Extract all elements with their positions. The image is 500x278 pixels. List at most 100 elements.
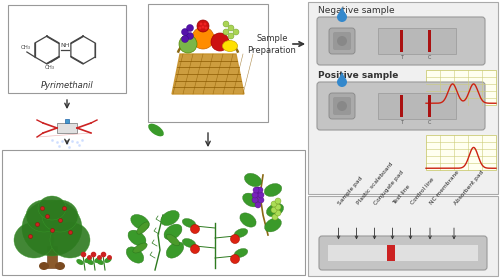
FancyBboxPatch shape bbox=[333, 32, 351, 50]
FancyBboxPatch shape bbox=[317, 17, 485, 65]
Text: Sample pad: Sample pad bbox=[338, 175, 364, 206]
Ellipse shape bbox=[266, 203, 283, 217]
Circle shape bbox=[204, 26, 208, 29]
Ellipse shape bbox=[240, 213, 256, 227]
Ellipse shape bbox=[242, 193, 260, 207]
Circle shape bbox=[230, 254, 239, 264]
Circle shape bbox=[223, 21, 229, 27]
Ellipse shape bbox=[264, 218, 281, 232]
Bar bbox=[148, 4, 268, 122]
Ellipse shape bbox=[182, 219, 196, 227]
Ellipse shape bbox=[337, 36, 347, 46]
Bar bbox=[8, 5, 126, 93]
Ellipse shape bbox=[131, 214, 149, 230]
Text: Pyrimethanil: Pyrimethanil bbox=[40, 81, 94, 90]
Text: CH₃: CH₃ bbox=[21, 45, 31, 50]
Polygon shape bbox=[338, 72, 346, 80]
Text: T: T bbox=[400, 55, 403, 60]
Ellipse shape bbox=[133, 243, 147, 253]
Bar bbox=[308, 196, 498, 276]
Circle shape bbox=[186, 33, 194, 39]
FancyBboxPatch shape bbox=[329, 93, 355, 119]
Circle shape bbox=[258, 192, 264, 198]
FancyBboxPatch shape bbox=[333, 97, 351, 115]
Text: C: C bbox=[428, 55, 431, 60]
Ellipse shape bbox=[26, 200, 62, 232]
Bar bbox=[426, 70, 496, 105]
Circle shape bbox=[204, 23, 206, 26]
Bar bbox=[328, 245, 478, 261]
Circle shape bbox=[198, 26, 202, 29]
Ellipse shape bbox=[39, 262, 49, 270]
Circle shape bbox=[186, 24, 194, 31]
Text: Plastic scaleboard: Plastic scaleboard bbox=[356, 162, 394, 206]
Text: Preparation: Preparation bbox=[248, 46, 296, 54]
Ellipse shape bbox=[76, 259, 84, 265]
Text: Negative sample: Negative sample bbox=[318, 6, 394, 14]
Ellipse shape bbox=[234, 229, 248, 237]
Ellipse shape bbox=[264, 183, 281, 197]
Circle shape bbox=[202, 26, 204, 29]
Circle shape bbox=[275, 198, 281, 204]
Ellipse shape bbox=[126, 247, 144, 263]
Circle shape bbox=[337, 77, 347, 87]
Ellipse shape bbox=[104, 257, 112, 263]
FancyBboxPatch shape bbox=[319, 236, 487, 270]
Circle shape bbox=[211, 33, 229, 51]
Ellipse shape bbox=[128, 230, 146, 246]
Circle shape bbox=[258, 197, 264, 203]
Ellipse shape bbox=[234, 249, 248, 257]
Circle shape bbox=[233, 29, 239, 35]
Ellipse shape bbox=[22, 200, 82, 256]
Circle shape bbox=[337, 12, 347, 22]
Bar bbox=[428, 95, 431, 117]
Text: Positive sample: Positive sample bbox=[318, 71, 398, 80]
Text: NH: NH bbox=[60, 43, 70, 48]
Text: Control line: Control line bbox=[410, 177, 435, 206]
Circle shape bbox=[200, 23, 202, 26]
Bar bbox=[378, 93, 456, 119]
Ellipse shape bbox=[38, 196, 66, 220]
Circle shape bbox=[182, 29, 188, 36]
Ellipse shape bbox=[222, 41, 238, 51]
Ellipse shape bbox=[166, 234, 179, 246]
Bar bbox=[426, 135, 496, 170]
Bar bbox=[400, 95, 403, 117]
Bar bbox=[400, 30, 403, 52]
Circle shape bbox=[252, 192, 258, 198]
Bar bbox=[308, 2, 498, 194]
Circle shape bbox=[197, 20, 209, 32]
Ellipse shape bbox=[84, 257, 91, 263]
Circle shape bbox=[255, 192, 261, 198]
Polygon shape bbox=[172, 54, 244, 94]
Bar bbox=[2, 150, 305, 275]
Ellipse shape bbox=[14, 222, 54, 258]
Text: Absorbent pad: Absorbent pad bbox=[453, 169, 484, 206]
Circle shape bbox=[192, 27, 214, 49]
Text: T: T bbox=[400, 120, 403, 125]
Ellipse shape bbox=[50, 222, 90, 258]
Circle shape bbox=[253, 187, 259, 193]
Polygon shape bbox=[338, 7, 346, 15]
Circle shape bbox=[271, 201, 277, 207]
Circle shape bbox=[271, 207, 277, 213]
Text: CH₃: CH₃ bbox=[45, 65, 55, 70]
FancyBboxPatch shape bbox=[317, 82, 485, 130]
Ellipse shape bbox=[166, 242, 184, 258]
Text: NC membrane: NC membrane bbox=[429, 170, 460, 206]
Ellipse shape bbox=[148, 124, 164, 136]
Circle shape bbox=[179, 35, 197, 53]
Circle shape bbox=[272, 214, 278, 220]
Ellipse shape bbox=[86, 259, 94, 265]
Circle shape bbox=[223, 29, 229, 35]
Text: C: C bbox=[428, 120, 431, 125]
Circle shape bbox=[255, 187, 261, 193]
Text: Test line: Test line bbox=[392, 184, 411, 206]
Ellipse shape bbox=[161, 210, 179, 225]
Bar bbox=[47, 246, 57, 268]
Ellipse shape bbox=[42, 200, 78, 232]
Circle shape bbox=[257, 187, 263, 193]
Bar bbox=[57, 123, 77, 133]
Bar bbox=[65, 119, 69, 123]
Text: Conjugate pad: Conjugate pad bbox=[374, 169, 405, 206]
